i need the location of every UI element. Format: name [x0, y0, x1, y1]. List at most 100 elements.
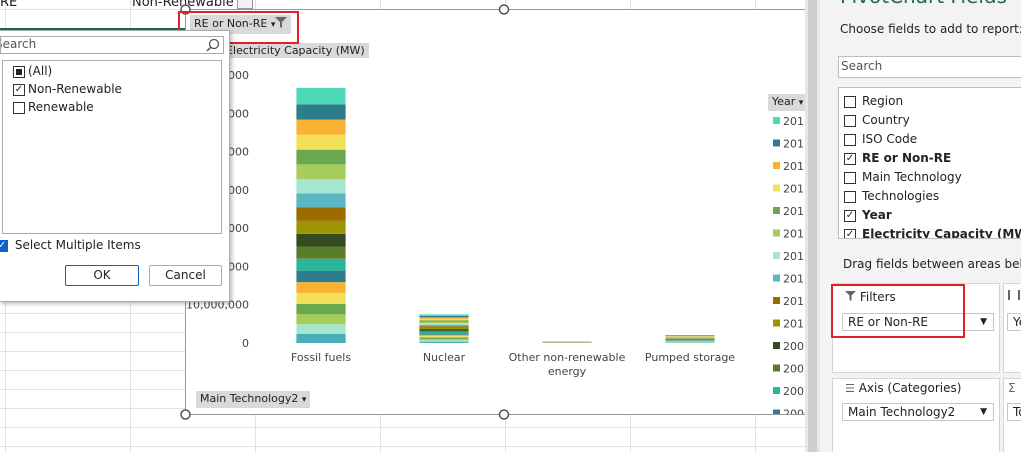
area-field-label: RE or Non-RE: [848, 315, 928, 329]
bar-segment: [296, 303, 346, 315]
field-label: RE or Non-RE: [862, 151, 952, 165]
area-field-label: Main Technology2: [848, 405, 956, 419]
bar-segment: [296, 134, 346, 150]
checkbox[interactable]: [13, 65, 25, 78]
button-label: Main Technology2: [200, 392, 299, 405]
bar-segment: [296, 87, 346, 105]
checkbox[interactable]: [844, 133, 856, 146]
filter-item-label: Non-Renewable: [28, 82, 122, 96]
highlight-box: [178, 11, 299, 44]
axis-area: ☰ Axis (Categories) Main Technology2 ▼: [832, 378, 1000, 452]
legend-swatch: [773, 162, 780, 169]
bar-segment: [296, 233, 346, 247]
cancel-button[interactable]: Cancel: [149, 265, 222, 286]
field-item[interactable]: Technologies: [844, 189, 939, 203]
pane-subtitle: Choose fields to add to report:: [840, 22, 1021, 36]
area-field[interactable]: Main Technology2 ▼: [842, 403, 994, 421]
field-label: Electricity Capacity (MW): [862, 227, 1021, 239]
bar-segment: [419, 323, 469, 325]
y-tick-label: 0: [242, 337, 249, 350]
field-item[interactable]: Region: [844, 94, 903, 108]
area-header-label: Axis (Categories): [858, 381, 962, 395]
chart-frame: [185, 9, 805, 415]
checkbox[interactable]: [844, 190, 856, 203]
area-header: ☰ Axis (Categories): [845, 381, 962, 395]
select-multiple[interactable]: ✓ Select Multiple Items: [0, 238, 141, 252]
bar-segment: [419, 315, 469, 318]
field-item[interactable]: Country: [844, 113, 910, 127]
filter-item[interactable]: (All): [13, 64, 52, 78]
bar-segment: [419, 326, 469, 328]
checkbox[interactable]: ✓: [13, 83, 25, 96]
legend-label: 2011: [783, 295, 805, 308]
field-item[interactable]: Main Technology: [844, 170, 962, 184]
field-label: Year: [862, 208, 892, 222]
legend-swatch: [773, 342, 780, 349]
field-search[interactable]: Search: [838, 56, 1021, 78]
checkbox[interactable]: [844, 114, 856, 127]
field-label: Region: [862, 94, 904, 108]
chart-legend-button[interactable]: Year ▾: [768, 94, 808, 111]
bar-segment: [419, 330, 469, 332]
bar-segment: [419, 331, 469, 334]
field-label: Main Technology: [862, 170, 962, 184]
field-label: Country: [862, 113, 910, 127]
bar-segment: [296, 293, 346, 304]
checkbox[interactable]: ✓: [844, 228, 856, 239]
checkbox[interactable]: ✓: [844, 209, 856, 222]
scrollbar[interactable]: [808, 0, 817, 452]
legend-label: 2017: [783, 160, 805, 173]
field-item[interactable]: ✓ Electricity Capacity (MW): [844, 227, 1021, 239]
area-icon: [1008, 290, 1020, 300]
filters-area: Filters RE or Non-RE ▼: [832, 283, 1000, 373]
legend-swatch: [773, 274, 780, 282]
filter-item[interactable]: ✓ Non-Renewable: [13, 82, 122, 96]
search-box[interactable]: Search: [0, 36, 224, 54]
filter-item-label: Renewable: [28, 100, 94, 114]
area-field[interactable]: Year: [1007, 313, 1021, 331]
field-item[interactable]: ✓ RE or Non-RE: [844, 151, 951, 165]
legend-swatch: [773, 117, 780, 124]
field-label: Technologies: [862, 189, 940, 203]
legend-label: 2006: [783, 408, 805, 421]
area-field[interactable]: RE or Non-RE ▼: [842, 313, 994, 331]
legend-label: 2007: [783, 385, 805, 398]
legend-label: 2009: [783, 340, 805, 353]
checkbox-partial: [16, 68, 22, 75]
bar-segment: [296, 119, 346, 135]
resize-handle[interactable]: [498, 4, 510, 15]
checkbox[interactable]: ✓: [844, 152, 856, 165]
field-item[interactable]: ✓ Year: [844, 208, 892, 222]
legend-label: 2019: [783, 115, 805, 128]
search-placeholder: Search: [841, 59, 883, 73]
resize-handle[interactable]: [180, 409, 191, 420]
drag-hint: Drag fields between areas below:: [843, 257, 1021, 271]
bar-segment: [296, 333, 346, 343]
legend-swatch: [773, 387, 780, 394]
legend-label: 2015: [783, 205, 805, 218]
bar-segment: [419, 334, 469, 337]
bar-segment: [419, 329, 469, 331]
bar-segment: [419, 333, 469, 335]
filter-item[interactable]: Renewable: [13, 100, 94, 114]
legend-label: 2005: [783, 430, 805, 443]
checkbox[interactable]: [844, 171, 856, 184]
field-item[interactable]: ISO Code: [844, 132, 917, 146]
chart-filter-button[interactable]: RE or Non-RE ▾: [190, 15, 292, 34]
bar-segment: [296, 178, 346, 194]
x-tick-label: Fossil fuels: [290, 351, 352, 364]
bar-segment: [296, 164, 346, 179]
bar-segment: [296, 193, 346, 208]
chart-values-button[interactable]: Electricity Capacity (MW): [222, 43, 369, 58]
bar-segment: [419, 338, 469, 341]
filter-dropdown-button[interactable]: [237, 0, 253, 9]
area-field[interactable]: To: [1007, 403, 1021, 421]
checkbox[interactable]: [13, 101, 25, 114]
ok-button[interactable]: OK: [65, 265, 139, 286]
chart-axis-button[interactable]: Main Technology2 ▾: [196, 391, 311, 408]
checkbox[interactable]: [844, 95, 856, 108]
legend-swatch: [773, 319, 780, 327]
cell-selection: [0, 28, 185, 30]
resize-handle[interactable]: [498, 409, 510, 420]
